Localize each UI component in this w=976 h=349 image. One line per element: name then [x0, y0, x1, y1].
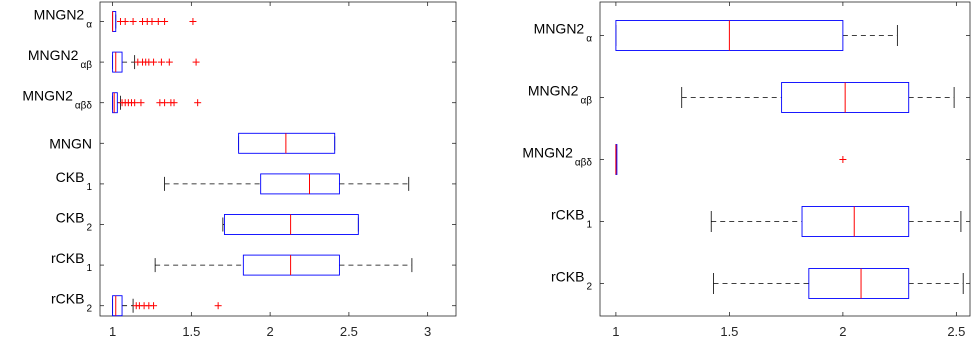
y-category-main: MNGN2	[528, 83, 579, 99]
outlier-point	[137, 99, 145, 107]
y-category-label: MNGN2αβδ	[22, 88, 92, 112]
outlier-point	[129, 18, 137, 25]
x-tick-label: 2.5	[340, 324, 358, 339]
box-iqr	[801, 206, 910, 237]
outlier-point	[165, 58, 173, 66]
y-category-subscript: αβδ	[575, 158, 593, 169]
outlier-point	[161, 99, 169, 107]
y-category-subscript: 2	[86, 223, 92, 234]
outlier-point	[121, 18, 129, 25]
y-category-subscript: 1	[86, 263, 92, 274]
outlier-point	[839, 156, 847, 163]
y-category-main: MNGN2	[22, 88, 73, 104]
box-iqr	[808, 268, 910, 299]
x-tick-label: 1.5	[720, 324, 738, 339]
axes-frame	[599, 1, 971, 317]
outlier-point	[148, 18, 156, 25]
y-category-subscript: α	[86, 20, 92, 31]
box-iqr	[242, 254, 340, 276]
box-iqr	[112, 92, 118, 114]
y-category-label: MNGN2α	[34, 7, 93, 31]
y-category-subscript: αβδ	[75, 101, 93, 112]
y-category-main: MNGN2	[534, 21, 585, 37]
outlier-point	[170, 99, 178, 107]
y-category-label: MNGN2αβ	[28, 47, 92, 71]
outlier-point	[192, 58, 200, 66]
y-category-label: MNGN2αβ	[528, 83, 592, 107]
y-category-label: MNGN2α	[534, 21, 593, 45]
x-tick-label: 1	[109, 324, 116, 339]
outlier-point	[189, 18, 197, 25]
y-category-main: CKB	[56, 210, 85, 226]
y-category-label: CKB2	[56, 210, 93, 234]
y-category-main: CKB	[56, 169, 85, 185]
x-tick-label: 3	[424, 324, 431, 339]
y-category-subscript: 2	[86, 304, 92, 315]
box-iqr	[260, 173, 340, 195]
y-category-main: rCKB	[551, 207, 584, 223]
outlier-point	[157, 58, 165, 66]
x-tick-label: 2	[839, 324, 846, 339]
outlier-point	[131, 99, 139, 107]
box-iqr	[112, 51, 123, 73]
y-category-subscript: α	[586, 34, 592, 45]
x-tick-label: 1	[612, 324, 619, 339]
y-category-subscript: αβ	[580, 96, 592, 107]
y-category-label: MNGN2αβδ	[522, 145, 592, 169]
y-category-main: MNGN2	[28, 47, 79, 63]
y-category-subscript: αβ	[80, 60, 92, 71]
outlier-point	[194, 99, 202, 107]
y-category-main: rCKB	[551, 269, 584, 285]
y-category-main: rCKB	[51, 291, 84, 307]
y-category-subscript: 1	[586, 220, 592, 231]
y-category-subscript: 1	[86, 182, 92, 193]
x-tick-label: 2.5	[947, 324, 965, 339]
box-iqr	[238, 132, 336, 154]
y-category-label: CKB1	[56, 169, 93, 193]
outlier-point	[150, 302, 158, 310]
left-boxplot-panel: 1 1.5 2 2.5 3MNGN2αMNGN2αβMNGN2αβδMNGNCKB1CK…	[22, 1, 457, 339]
x-tick-label: 1.5	[182, 324, 200, 339]
outlier-point	[154, 18, 162, 25]
y-category-label: rCKB1	[551, 207, 592, 231]
x-tick-label: 2	[267, 324, 274, 339]
outlier-point	[150, 58, 158, 66]
y-category-main: MNGN2	[34, 7, 85, 23]
y-category-label: MNGN	[49, 135, 92, 151]
box-iqr	[223, 214, 359, 235]
axes-frame	[99, 1, 457, 317]
y-category-main: MNGN2	[522, 145, 573, 161]
y-category-label: rCKB2	[551, 269, 592, 293]
y-category-subscript: 2	[586, 282, 592, 293]
y-category-main: rCKB	[51, 250, 84, 266]
y-category-label: rCKB2	[51, 291, 92, 315]
outlier-point	[161, 18, 169, 25]
y-category-label: rCKB1	[51, 250, 92, 274]
y-category-main: MNGN	[49, 135, 92, 151]
outlier-point	[214, 302, 222, 310]
box-iqr	[112, 295, 123, 317]
